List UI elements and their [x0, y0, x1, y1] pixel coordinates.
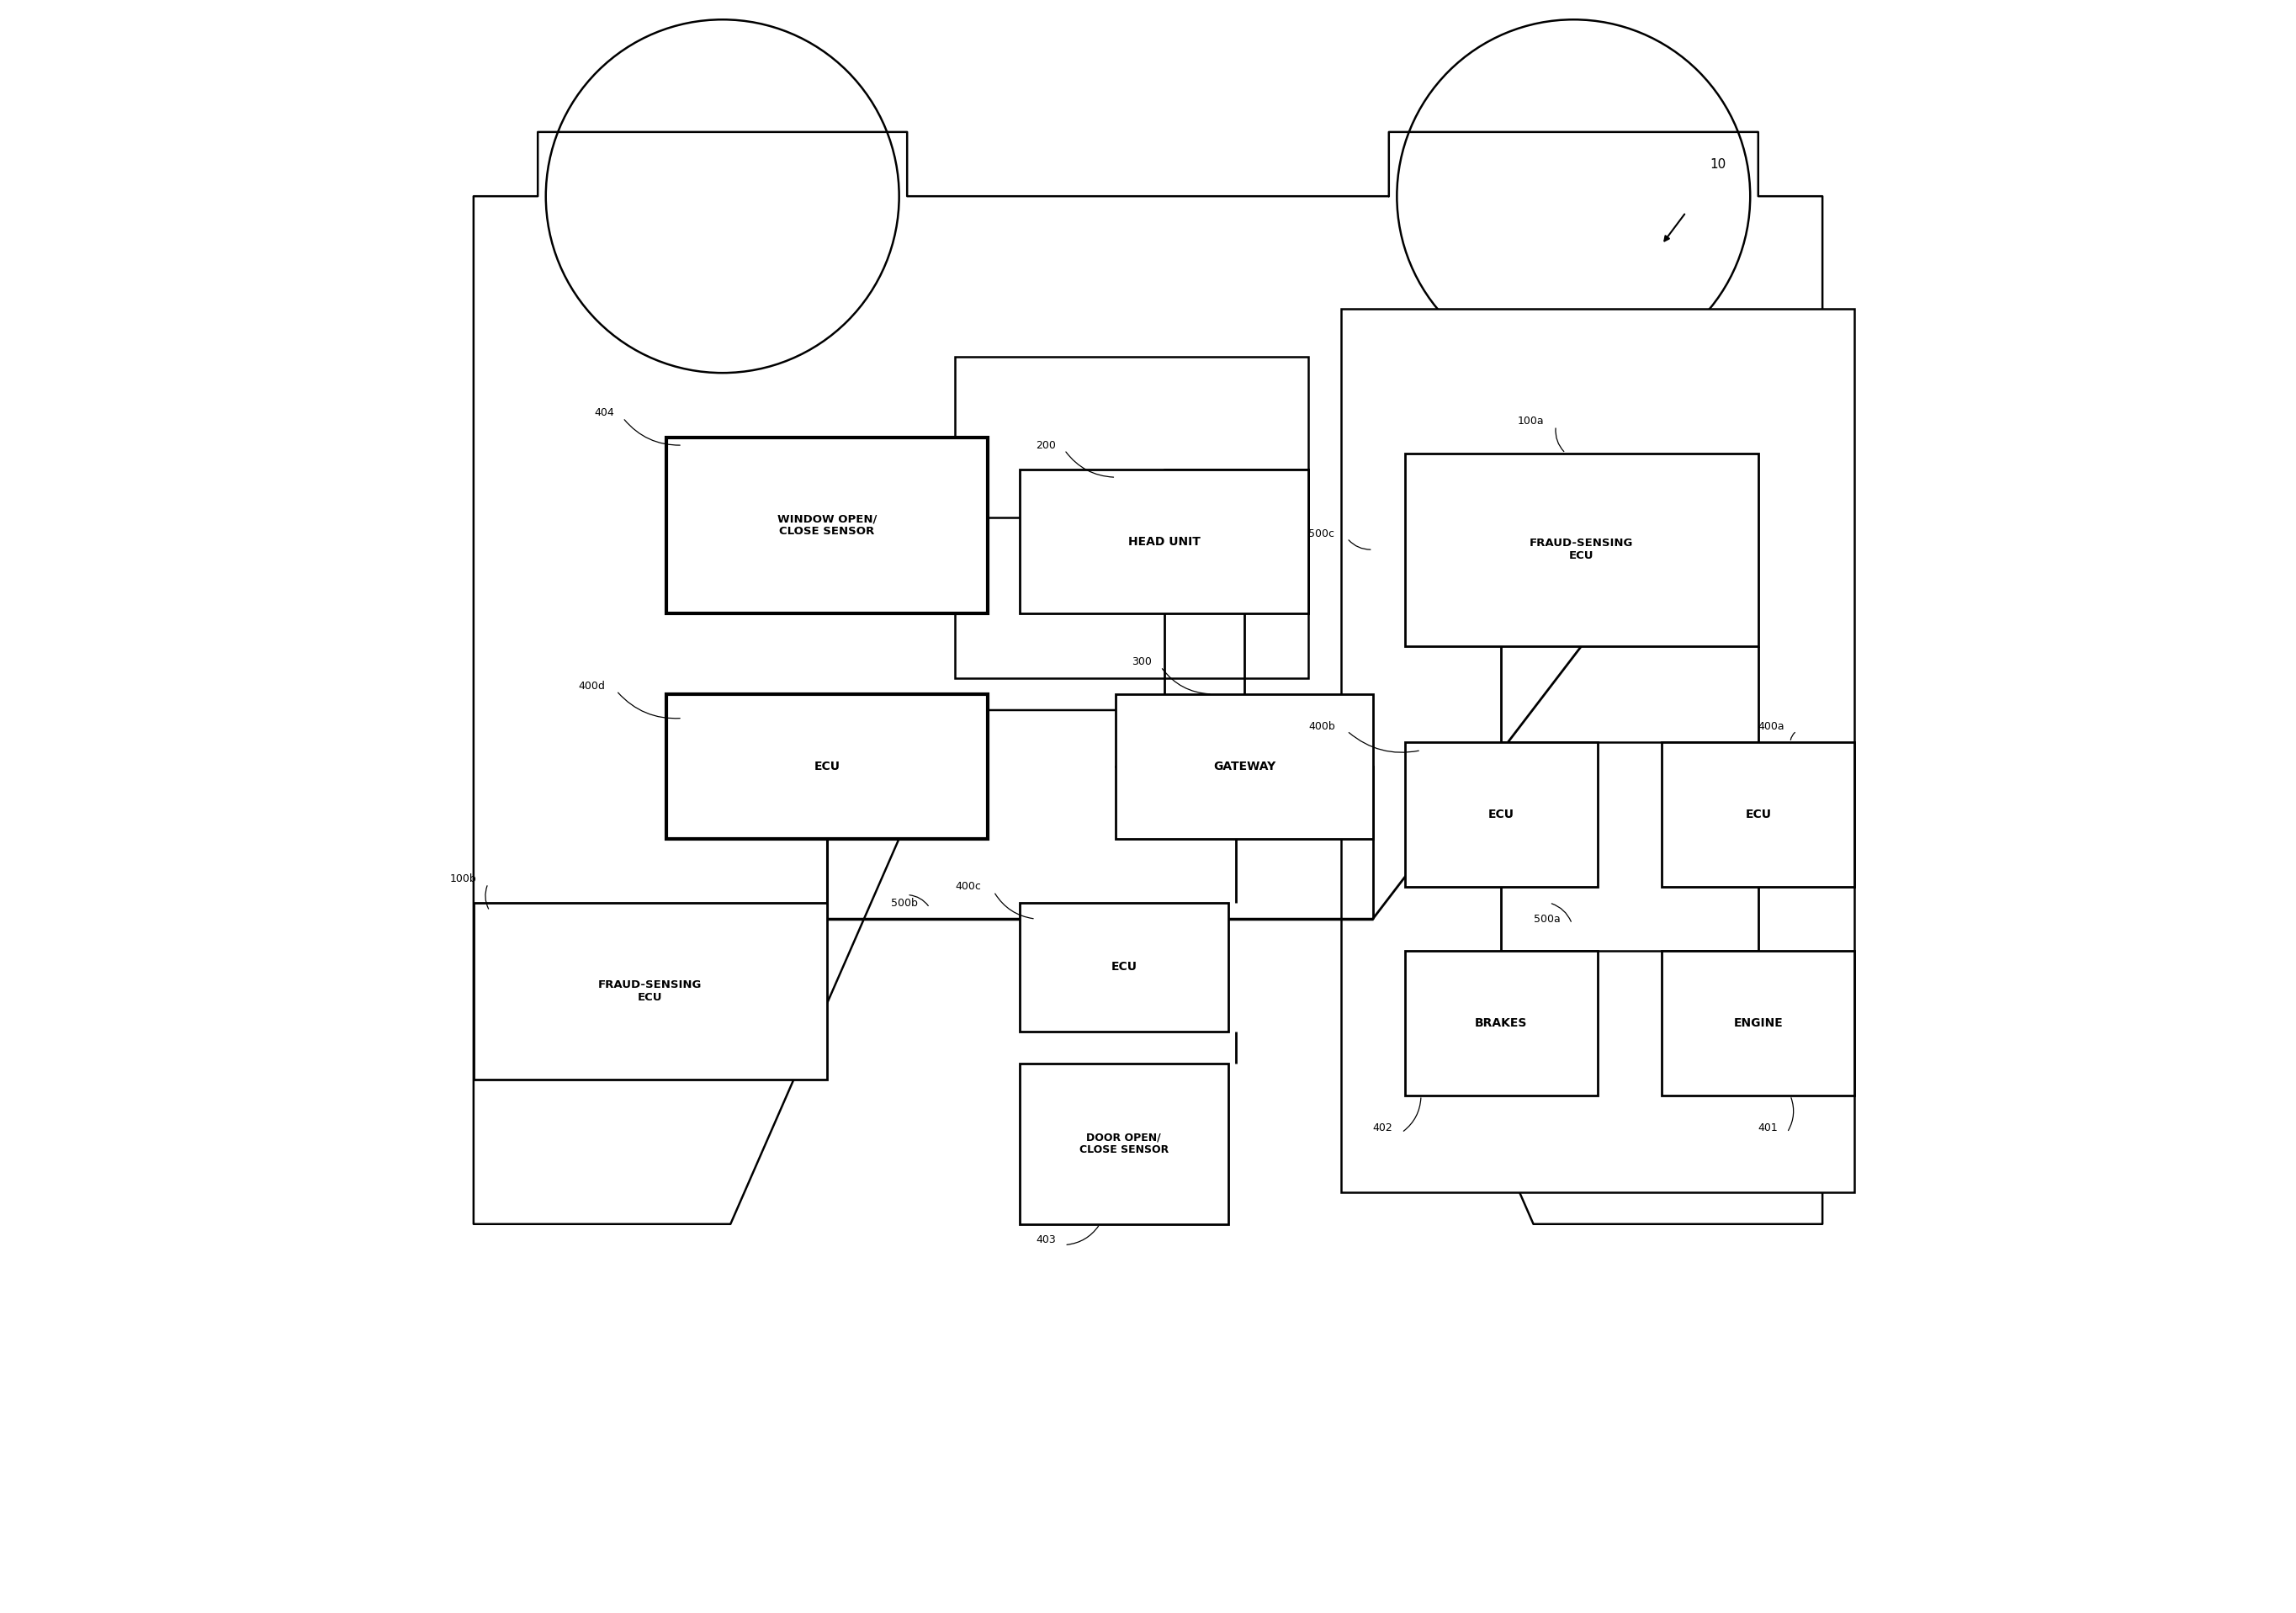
- Text: WINDOW OPEN/
CLOSE SENSOR: WINDOW OPEN/ CLOSE SENSOR: [776, 513, 877, 537]
- Text: 500c: 500c: [1309, 527, 1334, 539]
- Text: 500a: 500a: [1534, 913, 1559, 924]
- Bar: [1341, 308, 1855, 1192]
- Bar: [1405, 742, 1598, 887]
- Text: 100b: 100b: [450, 873, 475, 884]
- Text: BRAKES: BRAKES: [1474, 1018, 1527, 1029]
- Text: 400a: 400a: [1759, 721, 1784, 732]
- Text: DOOR OPEN/
CLOSE SENSOR: DOOR OPEN/ CLOSE SENSOR: [1079, 1132, 1169, 1155]
- Bar: [1019, 903, 1228, 1031]
- Text: FRAUD-SENSING
ECU: FRAUD-SENSING ECU: [599, 979, 703, 1003]
- Bar: [1019, 1063, 1228, 1224]
- Bar: [1405, 453, 1759, 645]
- Text: ECU: ECU: [1745, 808, 1770, 821]
- Text: HEAD UNIT: HEAD UNIT: [1127, 536, 1201, 547]
- Text: 500b: 500b: [891, 897, 918, 908]
- Text: 400c: 400c: [955, 881, 980, 892]
- Text: ENGINE: ENGINE: [1733, 1018, 1784, 1029]
- Bar: [1662, 952, 1855, 1095]
- Bar: [1405, 952, 1598, 1095]
- Text: 400b: 400b: [1309, 721, 1336, 732]
- Text: 404: 404: [595, 408, 613, 418]
- Text: 400d: 400d: [579, 681, 604, 692]
- Text: 200: 200: [1035, 440, 1056, 450]
- Text: 300: 300: [1132, 656, 1153, 668]
- Text: 402: 402: [1373, 1123, 1394, 1134]
- Bar: [955, 356, 1309, 677]
- Text: ECU: ECU: [813, 760, 840, 773]
- Text: FRAUD-SENSING
ECU: FRAUD-SENSING ECU: [1529, 537, 1632, 561]
- Text: ECU: ECU: [1111, 961, 1137, 973]
- Text: 403: 403: [1035, 1234, 1056, 1245]
- Bar: [666, 437, 987, 615]
- Bar: [1116, 694, 1373, 839]
- Bar: [1019, 469, 1309, 615]
- Text: GATEWAY: GATEWAY: [1212, 760, 1277, 773]
- Text: ECU: ECU: [1488, 808, 1515, 821]
- Bar: [473, 903, 827, 1079]
- Text: 10: 10: [1711, 158, 1727, 171]
- Bar: [1662, 742, 1855, 887]
- Bar: [666, 694, 987, 839]
- Text: 401: 401: [1759, 1123, 1777, 1134]
- Text: 100a: 100a: [1518, 416, 1543, 426]
